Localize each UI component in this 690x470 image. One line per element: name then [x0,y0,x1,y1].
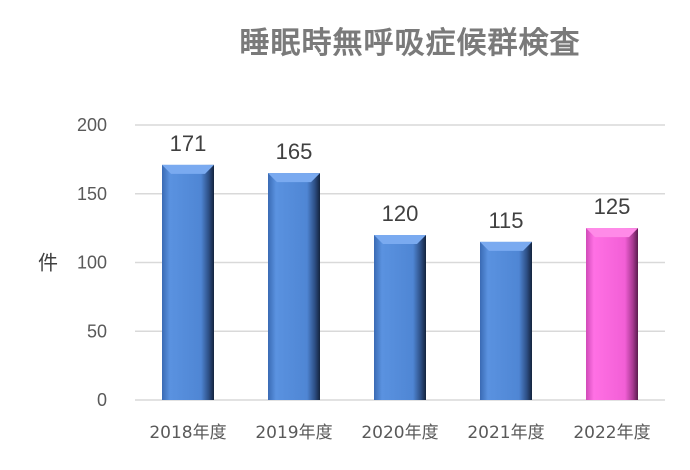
data-label: 120 [382,201,419,226]
x-tick-label: 2020年度 [361,423,438,443]
x-tick-label: 2019年度 [255,423,332,443]
data-label: 165 [276,139,313,164]
y-tick-label: 50 [87,321,107,341]
data-label: 171 [170,131,207,156]
y-tick-label: 100 [77,253,107,273]
bar [586,228,638,400]
x-tick-label: 2021年度 [467,423,544,443]
x-tick-label: 2018年度 [149,423,226,443]
data-label: 115 [488,208,523,233]
chart-title: 睡眠時無呼吸症候群検査 [239,26,581,61]
bar [162,164,214,400]
bar [268,173,320,400]
y-axis-label: 件 [38,251,58,275]
y-tick-label: 200 [77,115,107,135]
bar [374,235,426,400]
x-tick-label: 2022年度 [573,423,650,443]
y-tick-label: 0 [97,390,107,410]
data-label: 125 [594,194,631,219]
bar [480,241,532,400]
y-tick-label: 150 [77,184,107,204]
